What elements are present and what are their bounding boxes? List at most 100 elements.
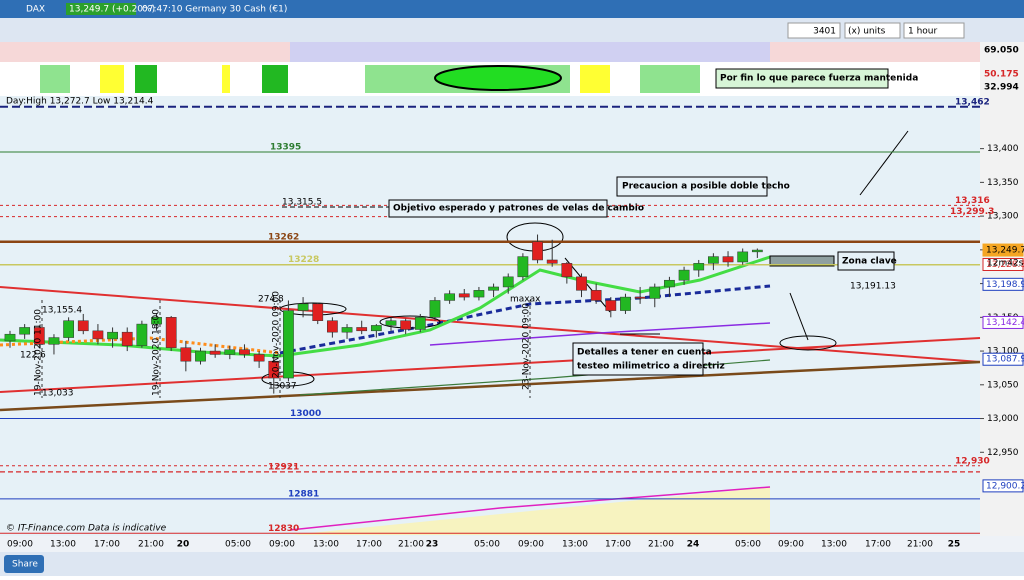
time-label: 21:00 xyxy=(907,540,933,550)
candle-body xyxy=(590,290,602,301)
candle-body xyxy=(620,296,631,311)
level-label: 12881 xyxy=(288,489,319,499)
candle-body xyxy=(33,327,45,345)
price-tick-label: 12,950 xyxy=(987,448,1019,458)
price-badge xyxy=(66,3,136,15)
candle-body xyxy=(253,354,265,362)
price-tag-label: 13,142.4 xyxy=(986,318,1024,328)
time-label: 17:00 xyxy=(605,540,631,550)
time-label: 24 xyxy=(687,540,700,550)
level-label: 12,930 xyxy=(955,456,990,466)
time-label: 21:00 xyxy=(398,540,424,550)
candle-body xyxy=(209,350,221,355)
signal-block xyxy=(262,65,288,93)
annotation: 122.6 xyxy=(20,351,46,361)
time-label: 05:00 xyxy=(225,540,251,550)
header-price: 13,249.7 (+0.20%) xyxy=(69,5,155,15)
candle-body xyxy=(63,320,74,338)
time-label: 23 xyxy=(426,540,439,550)
price-tag-label: 13,198.9 xyxy=(986,280,1024,290)
annotation: 13037 xyxy=(268,382,297,392)
candle-body xyxy=(532,241,543,261)
interval[interactable]: 1 hour xyxy=(908,27,938,37)
candle-body xyxy=(370,325,382,332)
candle-body xyxy=(664,279,675,288)
candle-body xyxy=(634,296,646,299)
candle-body xyxy=(737,251,749,263)
units[interactable]: (x) units xyxy=(848,27,886,37)
candle-body xyxy=(605,300,617,311)
date-marker: 23-Nov-2020 09:00 xyxy=(522,303,532,390)
trend-line xyxy=(0,337,981,393)
time-label: 17:00 xyxy=(356,540,382,550)
candle-body xyxy=(708,256,719,264)
oscillator-line xyxy=(289,486,771,531)
level-label: 13000 xyxy=(290,409,321,419)
units-box[interactable] xyxy=(844,22,901,39)
candle-body xyxy=(414,317,426,330)
price-tag-label: 13,249.7 xyxy=(986,246,1024,256)
price-tag xyxy=(982,277,1024,291)
annotation-box xyxy=(572,342,704,376)
candle-body xyxy=(312,303,324,321)
bottom-bar xyxy=(0,552,1024,576)
price-tag xyxy=(982,315,1024,329)
circle-note xyxy=(779,335,837,351)
candle-body xyxy=(576,276,587,291)
candle-body xyxy=(649,286,661,299)
annotation: Zona clave xyxy=(842,257,897,267)
plot-area xyxy=(0,96,980,536)
candle-body xyxy=(473,290,485,298)
candle-body xyxy=(92,330,104,340)
time-label: 21:00 xyxy=(648,540,674,550)
candle-body xyxy=(136,323,148,346)
annotation: 13,315.5 xyxy=(282,198,322,208)
level-label: 12830 xyxy=(268,524,299,534)
time-label: 09:00 xyxy=(518,540,544,550)
level-label: 13,299.3 xyxy=(950,207,994,217)
candle-body xyxy=(458,293,470,298)
price-tag xyxy=(982,243,1024,257)
level-label: 13262 xyxy=(268,232,299,242)
share-button[interactable] xyxy=(4,555,44,573)
indicator-reading: 32.994 xyxy=(984,83,1019,93)
time-label: 09:00 xyxy=(7,540,33,550)
annotation: maxax xyxy=(510,295,541,305)
quantity-box[interactable] xyxy=(787,22,841,39)
time-label: 13:00 xyxy=(821,540,847,550)
price-tick-label: 13,000 xyxy=(987,414,1019,424)
candle-body xyxy=(121,331,133,346)
signal-block xyxy=(222,65,230,93)
time-label: 17:00 xyxy=(865,540,891,550)
candle-body xyxy=(19,327,31,335)
candle-body xyxy=(151,317,162,325)
candle-body xyxy=(239,349,250,355)
candle-body xyxy=(77,320,89,332)
price-tag xyxy=(982,479,1024,493)
indicator-reading: 69.050 xyxy=(984,46,1019,56)
candle-body xyxy=(722,256,734,263)
annotation: 274.8 xyxy=(258,295,284,305)
time-label: 05:00 xyxy=(735,540,761,550)
candle-body xyxy=(107,331,118,340)
candle-body xyxy=(224,349,236,355)
candle-body xyxy=(48,337,60,345)
quantity[interactable]: 3401 xyxy=(813,27,836,37)
level-label: 13,316 xyxy=(955,196,990,206)
interval-box[interactable] xyxy=(903,22,965,39)
candle-body xyxy=(561,263,573,278)
arrow xyxy=(564,257,611,313)
price-tick-label: 13,300 xyxy=(987,212,1019,222)
time-label: 05:00 xyxy=(474,540,500,550)
annotation-box xyxy=(837,251,895,271)
level-label: 13228 xyxy=(288,255,319,265)
candle-body xyxy=(693,263,705,271)
share-label[interactable]: Share xyxy=(12,560,38,570)
signal-block xyxy=(100,65,124,93)
symbol: DAX xyxy=(26,5,45,15)
candle-body xyxy=(165,317,177,348)
date-marker: 20-Nov-2020 09:00 xyxy=(272,291,282,378)
price-tick-label: 13,350 xyxy=(987,178,1019,188)
candle-body xyxy=(517,256,529,278)
